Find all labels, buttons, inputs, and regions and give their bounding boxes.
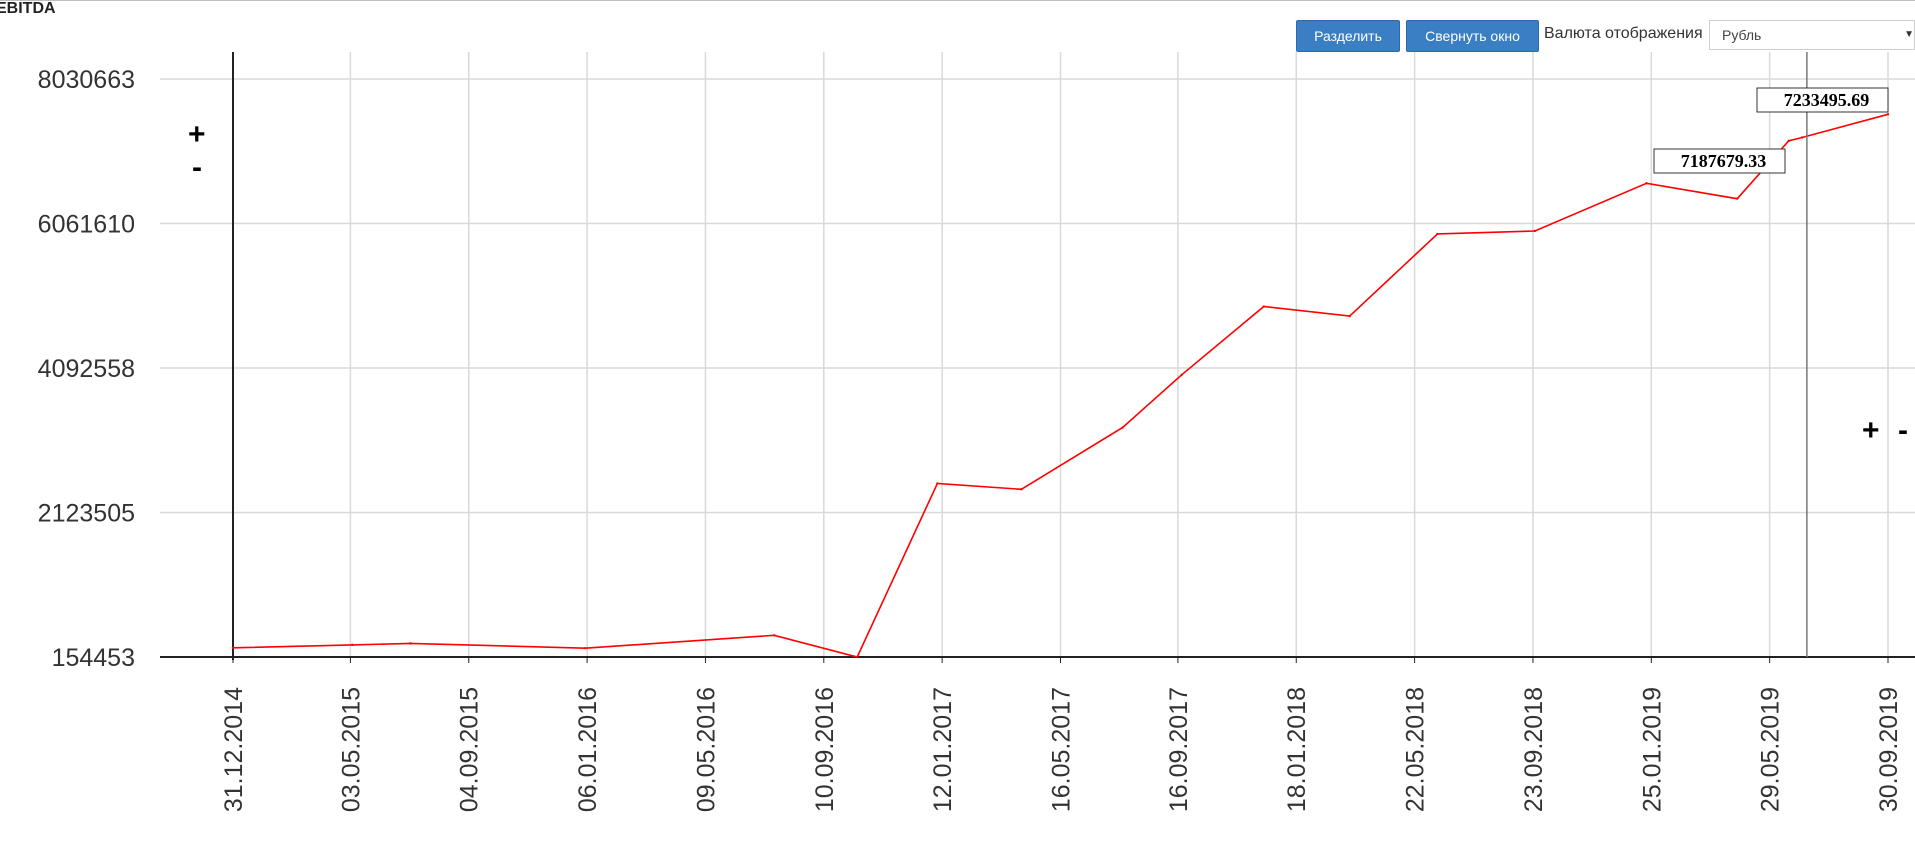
data-point <box>409 642 412 645</box>
data-point <box>351 643 354 647</box>
x-tick-label: 29.05.2019 <box>1757 687 1785 812</box>
y-tick-label: 2123505 <box>38 500 135 528</box>
y-tick-label: 8030663 <box>38 66 135 94</box>
chart-title: EBITDA <box>0 0 56 17</box>
collapse-window-button[interactable]: Свернуть окно <box>1406 20 1539 52</box>
value-tooltip-label: 7187679.33 <box>1681 151 1767 171</box>
data-point <box>583 646 587 650</box>
value-tooltip <box>1756 87 1889 113</box>
x-tick-label: 06.01.2016 <box>574 687 602 812</box>
data-point <box>856 655 859 659</box>
top-divider <box>0 0 1915 1</box>
data-point <box>772 634 776 637</box>
data-point <box>1262 305 1265 308</box>
x-tick-label: 25.01.2019 <box>1638 687 1666 812</box>
data-point <box>1645 182 1648 185</box>
x-tick-label: 18.01.2018 <box>1283 687 1311 812</box>
currency-label: Валюта отображения <box>1544 25 1703 42</box>
value-tooltip <box>1653 148 1786 174</box>
data-point <box>1533 229 1537 233</box>
x-zoom-in-button[interactable]: + <box>1862 414 1880 447</box>
split-button[interactable]: Разделить <box>1296 20 1400 52</box>
data-point <box>1020 488 1023 491</box>
x-tick-label: 04.09.2015 <box>456 687 484 812</box>
y-zoom-out-button[interactable]: - <box>192 151 202 184</box>
x-tick-label: 12.01.2017 <box>929 687 957 812</box>
x-tick-label: 10.09.2016 <box>811 687 839 812</box>
currency-select[interactable]: Рубль ▼ <box>1709 20 1915 50</box>
data-point <box>1121 426 1124 429</box>
data-point <box>1886 113 1890 116</box>
x-tick-label: 22.05.2018 <box>1402 687 1430 812</box>
y-tick-label: 4092558 <box>38 355 135 383</box>
y-tick-label: 6061610 <box>38 211 135 239</box>
x-tick-label: 23.09.2018 <box>1520 687 1548 812</box>
data-point <box>231 646 235 649</box>
x-tick-label: 31.12.2014 <box>220 687 248 812</box>
data-point <box>1787 139 1790 143</box>
data-point <box>1735 197 1739 200</box>
x-zoom-out-button[interactable]: - <box>1898 414 1908 447</box>
currency-select-value: Рубль <box>1722 27 1762 43</box>
y-zoom-in-button[interactable]: + <box>188 118 206 151</box>
x-tick-label: 30.09.2019 <box>1875 687 1903 812</box>
x-tick-label: 03.05.2015 <box>337 687 365 812</box>
chevron-down-icon: ▼ <box>1904 29 1914 40</box>
data-point <box>1800 136 1804 139</box>
data-point <box>1436 232 1439 236</box>
data-point <box>936 482 939 485</box>
x-tick-label: 16.05.2017 <box>1048 687 1076 812</box>
data-point <box>1348 314 1351 318</box>
value-tooltip-label: 7233495.69 <box>1784 90 1870 110</box>
data-point <box>1180 373 1183 376</box>
x-tick-label: 09.05.2016 <box>692 687 720 812</box>
x-tick-label: 16.09.2017 <box>1165 687 1193 812</box>
y-tick-label: 154453 <box>52 644 135 672</box>
